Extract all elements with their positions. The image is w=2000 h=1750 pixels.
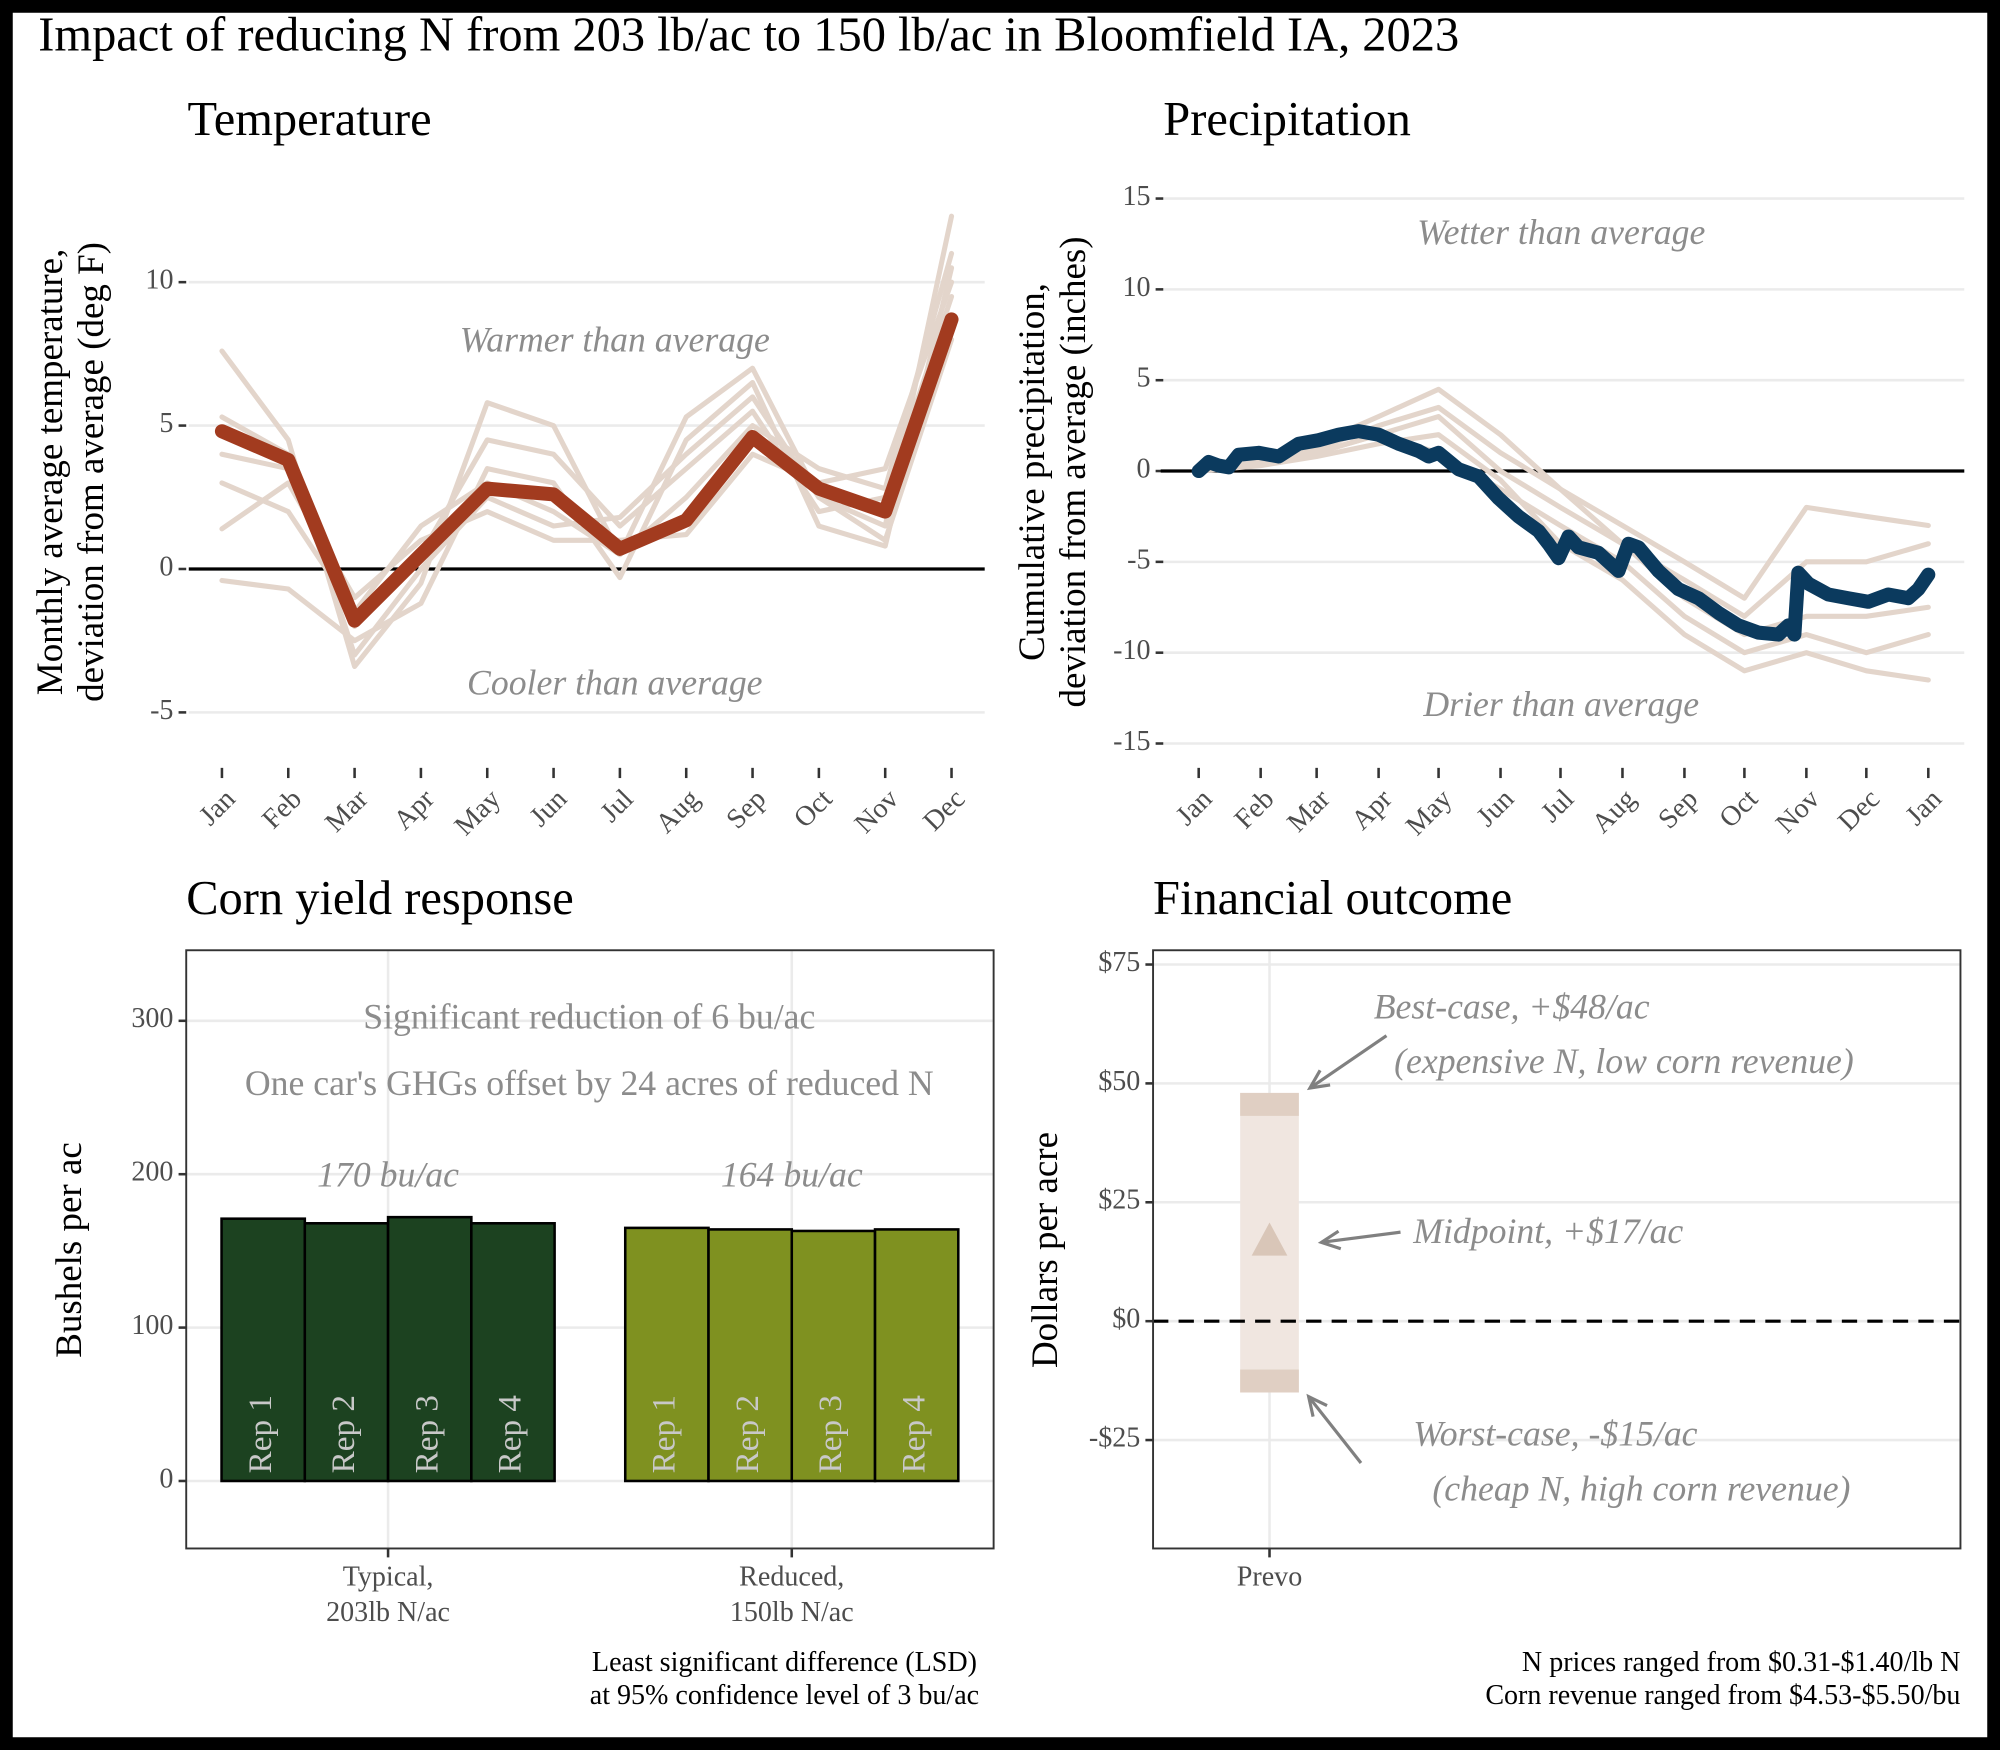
group-label: 164 bu/ac [721,1155,863,1195]
y-axis-label: Monthly average temperature, [29,249,70,696]
y-tick-label: 10 [1122,272,1150,303]
arrow-head [1306,1069,1331,1091]
x-tick-label: Prevo [1237,1562,1302,1593]
y-tick-label: 5 [159,408,173,439]
annotation: Wetter than average [1417,212,1705,252]
annotation: (expensive N, low corn revenue) [1394,1041,1854,1081]
history-line [1196,432,1931,656]
y-tick-label: 0 [1136,453,1150,484]
arrow [1321,1230,1401,1244]
y-axis-label: deviation from average (inches) [1052,236,1094,707]
panel-title: Temperature [188,93,432,146]
bar [470,1222,556,1483]
bar-label: Rep 1 [645,1395,682,1473]
annotation: Significant reduction of 6 bu/ac [363,997,815,1037]
y-tick-label: -$25 [1089,1422,1140,1453]
plot-frame [1152,949,1962,1550]
y-axis-label: deviation from average (deg F) [70,242,112,702]
bar [386,1215,473,1483]
bar [873,1228,960,1483]
arrow [1309,1034,1388,1090]
midpoint [1251,1222,1288,1256]
y-tick-label: -5 [1127,544,1150,575]
arrow-head [1317,1229,1342,1251]
range-cap-high [1240,1092,1299,1116]
y-tick-label: -5 [150,695,173,726]
y-tick-label: $75 [1098,947,1140,978]
bar-label: Rep 2 [325,1395,362,1473]
annotation: Midpoint, +$17/ac [1412,1211,1683,1251]
footnote: N prices ranged from $0.31-$1.40/lb N [1522,1647,1961,1678]
figure-title: Impact of reducing N from 203 lb/ac to 1… [38,9,1459,62]
annotation: Worst-case, -$15/ac [1413,1414,1697,1454]
arrow-head [1306,1393,1328,1417]
annotation: Cooler than average [467,662,763,702]
y-tick-label: 300 [131,1003,173,1034]
y-tick-label: -15 [1113,726,1150,757]
y-tick-label: 15 [1122,181,1150,212]
bar [303,1222,390,1483]
panel-title: Precipitation [1163,93,1411,146]
y-tick-label: $50 [1098,1066,1140,1097]
y-tick-label: 10 [145,265,173,296]
y-tick-label: $0 [1112,1304,1140,1335]
bar [790,1229,877,1483]
panel-title: Corn yield response [186,872,574,925]
y-tick-label: -10 [1113,635,1150,666]
footnote: Least significant difference (LSD) [592,1647,977,1678]
y-tick-label: 100 [131,1310,173,1341]
x-tick-label: Typical, [343,1562,434,1593]
annotation: Warmer than average [460,319,770,359]
bar [220,1217,307,1483]
bar [707,1228,794,1483]
y-axis-label: Cumulative precipitation, [1011,283,1052,661]
history-line [1196,404,1931,638]
arrow [1307,1395,1363,1464]
bar-label: Rep 1 [242,1395,279,1473]
plot-frame [185,949,995,1550]
y-axis-label: Bushels per ac [48,1142,89,1358]
bar-label: Rep 3 [408,1395,445,1473]
y-tick-label: 5 [1136,363,1150,394]
annotation: Best-case, +$48/ac [1374,986,1650,1026]
bar-label: Rep 3 [812,1395,849,1473]
panel-title: Financial outcome [1153,872,1512,925]
annotation: Drier than average [1422,684,1699,724]
main-line [214,312,959,628]
y-tick-label: 0 [159,551,173,582]
footnote: Corn revenue ranged from $4.53-$5.50/bu [1485,1680,1960,1711]
y-axis-label: Dollars per acre [1024,1132,1065,1368]
footnote: at 95% confidence level of 3 bu/ac [590,1680,979,1711]
x-tick-label: 203lb N/ac [326,1597,450,1628]
bar-label: Rep 2 [729,1395,766,1473]
range-cap-low [1240,1369,1299,1393]
y-tick-label: 200 [131,1157,173,1188]
y-tick-label: $25 [1098,1185,1140,1216]
x-tick-label: 150lb N/ac [730,1597,854,1628]
annotation: One car's GHGs offset by 24 acres of red… [245,1063,934,1103]
group-label: 170 bu/ac [317,1155,459,1195]
annotation: (cheap N, high corn revenue) [1432,1469,1850,1509]
y-tick-label: 0 [159,1463,173,1494]
x-tick-label: Reduced, [739,1562,844,1593]
bar-label: Rep 4 [492,1395,529,1474]
main-line [1191,424,1936,642]
bar-label: Rep 4 [895,1395,932,1474]
